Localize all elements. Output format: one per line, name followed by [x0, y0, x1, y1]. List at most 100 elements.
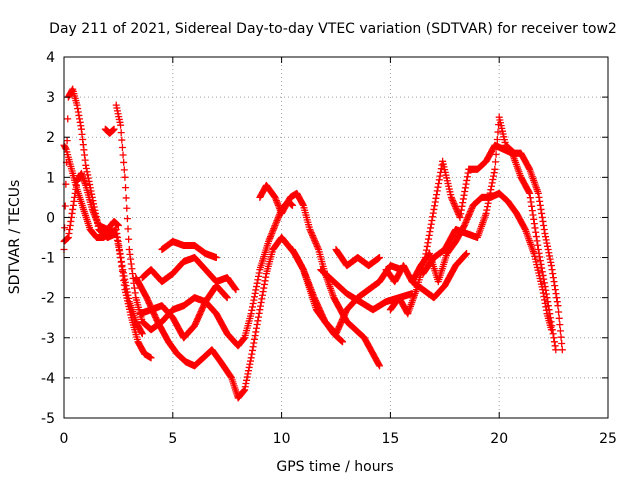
data-point	[119, 151, 127, 159]
data-point	[260, 284, 268, 292]
data-point	[433, 187, 441, 195]
data-point	[251, 289, 259, 297]
data-point	[126, 250, 134, 258]
y-tick-label: -5	[41, 411, 55, 427]
data-point	[119, 266, 127, 274]
data-point	[123, 285, 131, 293]
data-point	[114, 221, 122, 229]
data-point	[464, 214, 472, 222]
x-tick-label: 25	[599, 431, 617, 447]
data-point	[269, 226, 277, 234]
data-point	[492, 150, 500, 158]
data-point	[267, 233, 275, 241]
data-point	[451, 203, 459, 211]
x-tick-label: 5	[168, 431, 177, 447]
data-point	[61, 224, 69, 232]
data-point	[489, 175, 497, 183]
data-point	[461, 188, 469, 196]
data-point	[246, 357, 254, 365]
data-point	[268, 228, 276, 236]
data-point	[553, 298, 561, 306]
data-point	[274, 213, 282, 221]
data-point	[483, 203, 491, 211]
data-point	[311, 236, 319, 244]
data-point	[250, 335, 258, 343]
y-axis-label: SDTVAR / TECUs	[7, 180, 23, 295]
data-point	[460, 221, 468, 229]
data-point	[449, 198, 457, 206]
data-point	[232, 286, 240, 294]
data-point	[260, 280, 268, 288]
data-point	[120, 158, 128, 166]
data-point	[251, 332, 259, 340]
data-point	[537, 205, 545, 213]
data-point	[532, 228, 540, 236]
data-point	[138, 330, 146, 338]
data-point	[436, 172, 444, 180]
data-point	[431, 202, 439, 210]
data-point	[487, 186, 495, 194]
data-point	[456, 213, 464, 221]
data-point	[464, 169, 472, 177]
data-point	[243, 373, 251, 381]
data-point	[117, 129, 125, 137]
data-point	[86, 181, 94, 189]
data-point	[375, 361, 383, 369]
data-point	[538, 268, 546, 276]
data-point	[115, 246, 123, 254]
data-point	[241, 383, 249, 391]
data-point	[240, 387, 248, 395]
data-point	[261, 277, 269, 285]
data-point	[546, 310, 554, 318]
data-point	[272, 220, 280, 228]
data-point	[376, 362, 384, 370]
data-point	[248, 350, 256, 358]
data-point	[299, 200, 307, 208]
data-point	[457, 210, 465, 218]
data-point	[255, 272, 263, 280]
data-point	[526, 189, 534, 197]
data-point	[531, 224, 539, 232]
data-point	[82, 161, 90, 169]
data-point	[309, 232, 317, 240]
data-point	[253, 279, 261, 287]
data-point	[530, 220, 538, 228]
data-point	[557, 333, 565, 341]
data-point	[553, 294, 561, 302]
data-point	[558, 340, 566, 348]
data-point	[114, 234, 122, 241]
data-point	[307, 227, 315, 235]
data-point	[540, 279, 548, 287]
data-point	[550, 278, 558, 286]
data-point	[434, 183, 442, 191]
data-point	[526, 194, 534, 202]
data-point	[339, 338, 347, 346]
data-point	[485, 196, 493, 204]
data-point	[254, 317, 262, 325]
data-point	[61, 144, 69, 152]
data-point	[249, 343, 257, 351]
data-point	[430, 205, 438, 213]
data-point	[461, 184, 469, 192]
data-point	[540, 221, 548, 229]
data-point	[239, 335, 247, 343]
data-point	[426, 228, 434, 236]
data-point	[449, 196, 457, 204]
data-point	[554, 302, 562, 310]
data-point	[545, 249, 553, 257]
y-tick-label: -1	[41, 251, 55, 267]
y-tick-label: 3	[46, 90, 55, 106]
data-point	[247, 354, 255, 362]
data-point	[246, 360, 254, 368]
data-point	[121, 278, 129, 286]
data-point	[528, 207, 536, 215]
data-point	[242, 380, 250, 388]
data-point	[551, 342, 559, 350]
x-tick-label: 0	[60, 431, 69, 447]
data-point	[239, 388, 247, 396]
data-point	[427, 220, 435, 228]
data-point	[250, 293, 258, 301]
data-point	[533, 237, 541, 245]
data-point	[256, 306, 264, 314]
